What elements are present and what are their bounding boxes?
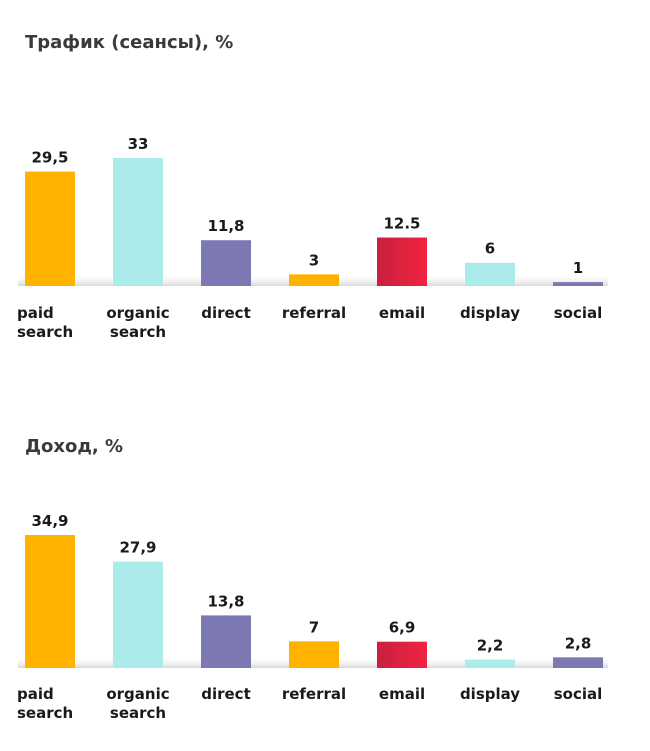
category-label: email: [379, 685, 425, 703]
value-label: 2,2: [477, 637, 504, 655]
value-label: 11,8: [207, 217, 244, 235]
category-label: search: [110, 323, 166, 341]
bar-organic-search: [113, 561, 163, 668]
value-label: 3: [309, 251, 319, 269]
traffic-chart-title: Трафик (сеансы), %: [25, 32, 234, 53]
bar-direct: [201, 240, 251, 286]
bar-paid-search: [25, 535, 75, 668]
bar-referral: [289, 274, 339, 286]
value-label: 13,8: [207, 592, 244, 610]
value-label: 29,5: [31, 149, 68, 167]
value-label: 7: [309, 618, 319, 636]
category-label: direct: [201, 304, 251, 322]
bar-direct: [201, 615, 251, 668]
value-label: 6,9: [389, 619, 416, 637]
category-label: search: [110, 704, 166, 722]
category-label: search: [17, 323, 73, 341]
category-label: referral: [282, 304, 346, 322]
category-label: display: [460, 304, 520, 322]
bar-display: [465, 659, 515, 668]
value-label: 12.5: [383, 215, 420, 233]
bar-referral: [289, 641, 339, 668]
value-label: 1: [573, 259, 583, 277]
bar-email: [377, 237, 427, 286]
category-label: organic: [106, 304, 169, 322]
value-label: 34,9: [31, 512, 68, 530]
bar-paid-search: [25, 171, 75, 286]
traffic-chart-svg: 29,5paidsearch33organicsearch11,8direct3…: [17, 135, 608, 341]
category-label: email: [379, 304, 425, 322]
value-label: 27,9: [119, 539, 156, 557]
category-label: social: [554, 304, 603, 322]
bar-social: [553, 657, 603, 668]
category-label: social: [554, 685, 603, 703]
bar-email: [377, 641, 427, 668]
category-label: direct: [201, 685, 251, 703]
value-label: 33: [128, 135, 149, 153]
bar-display: [465, 262, 515, 286]
value-label: 6: [485, 240, 495, 258]
bar-organic-search: [113, 158, 163, 286]
bar-social: [553, 282, 603, 286]
category-label: search: [17, 704, 73, 722]
category-label: referral: [282, 685, 346, 703]
value-label: 2,8: [565, 634, 592, 652]
category-label: paid: [17, 685, 54, 703]
category-label: organic: [106, 685, 169, 703]
category-label: paid: [17, 304, 54, 322]
revenue-chart-title: Доход, %: [25, 436, 124, 457]
category-label: display: [460, 685, 520, 703]
